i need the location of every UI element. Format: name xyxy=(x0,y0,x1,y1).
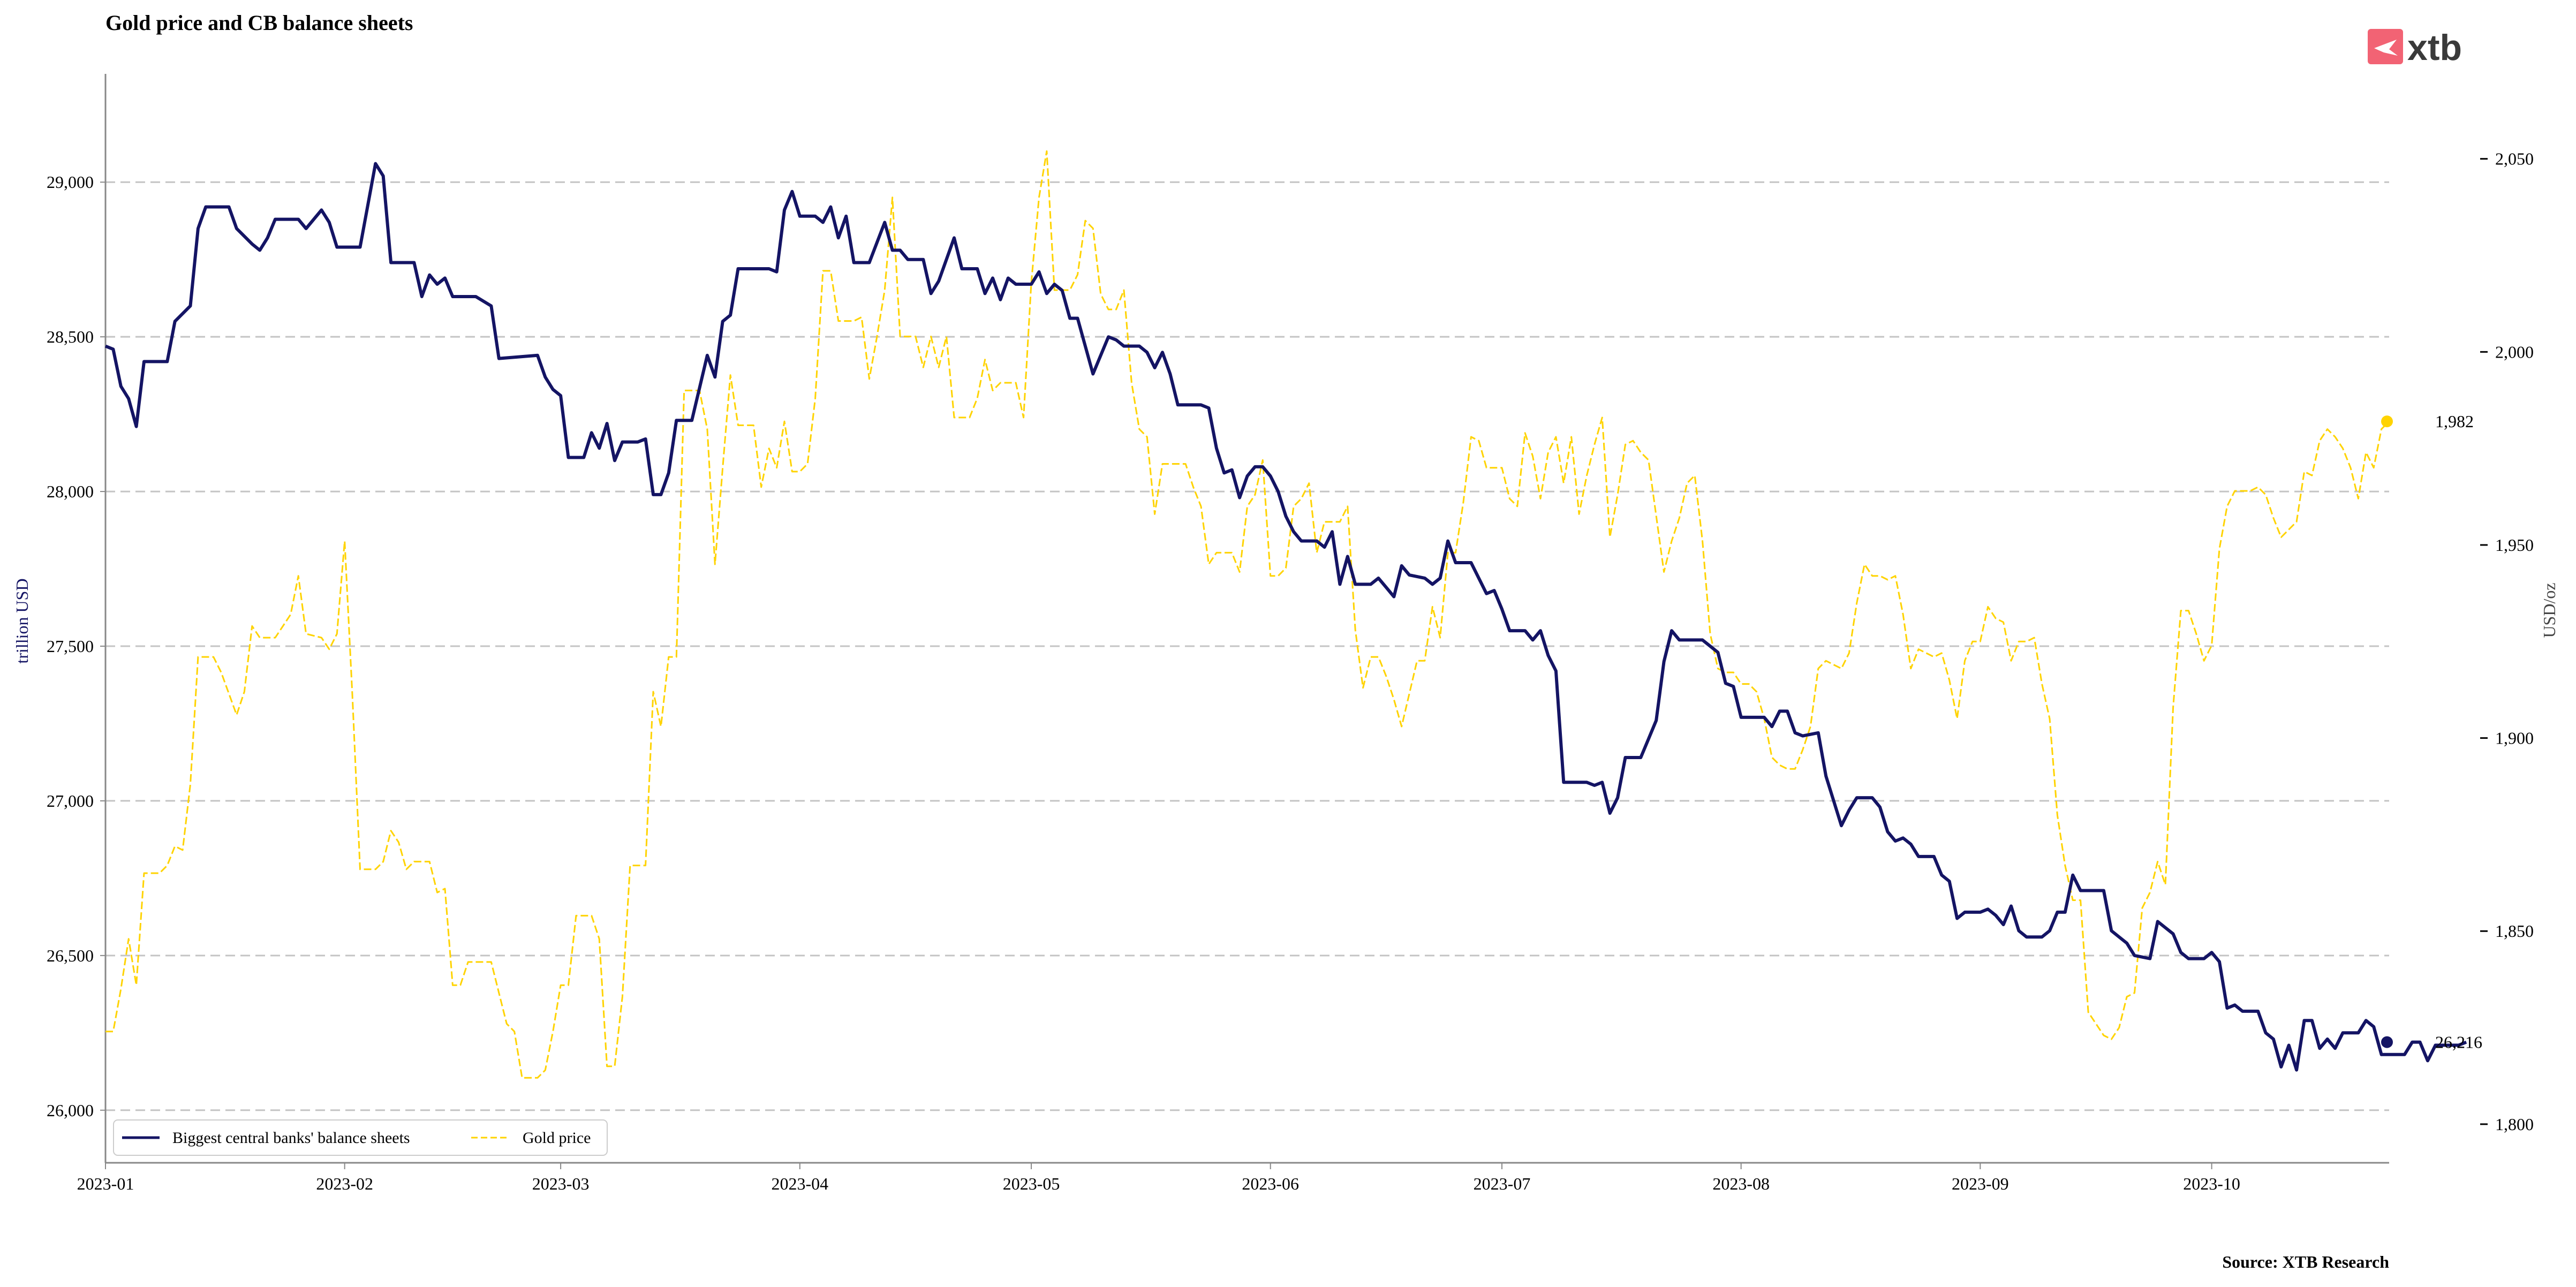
x-tick-label: 2023-06 xyxy=(1242,1174,1299,1193)
left-axis-ticks: 26,000 26,500 27,000 27,500 28,000 28,500 29,0… xyxy=(47,172,105,1120)
left-tick-label: 27,000 xyxy=(47,791,94,811)
right-axis-label: USD/oz xyxy=(2540,582,2559,638)
right-tick-label: 1,950 xyxy=(2495,535,2534,555)
x-tick-label: 2023-08 xyxy=(1712,1174,1770,1193)
series-layer xyxy=(104,150,2467,1079)
source-note: Source: XTB Research xyxy=(2222,1252,2389,1271)
right-tick-label: 2,050 xyxy=(2495,149,2534,169)
x-tick-label: 2023-09 xyxy=(1952,1174,2009,1193)
left-tick-label: 28,500 xyxy=(47,327,94,346)
left-axis-label: trillion USD xyxy=(12,578,32,663)
left-tick-label: 29,000 xyxy=(47,172,94,192)
end-label-gold-price: 1,982 xyxy=(2435,412,2474,431)
x-axis-ticks: 2023-01 2023-02 2023-03 2023-04 2023-05 2023-… xyxy=(77,1163,2240,1193)
legend-box xyxy=(113,1119,608,1156)
right-axis-ticks: 1,800 1,850 1,900 1,950 2,000 2,050 xyxy=(2480,149,2534,1134)
series-line-gold-price xyxy=(105,150,2390,1079)
series-line-balance-sheets xyxy=(104,162,2467,1072)
chart-title: Gold price and CB balance sheets xyxy=(105,11,413,35)
end-point-gold-price xyxy=(2381,415,2393,428)
gridlines xyxy=(105,181,2389,1111)
left-tick-label: 26,000 xyxy=(47,1101,94,1120)
left-tick-label: 28,000 xyxy=(47,482,94,501)
x-tick-label: 2023-04 xyxy=(771,1174,828,1193)
logo-bird-icon xyxy=(2374,40,2398,56)
x-tick-label: 2023-07 xyxy=(1474,1174,1531,1193)
end-label-balance-sheets: 26,216 xyxy=(2435,1033,2482,1052)
right-tick-label: 1,850 xyxy=(2495,921,2534,941)
x-tick-label: 2023-05 xyxy=(1003,1174,1060,1193)
end-point-balance-sheets xyxy=(2381,1036,2393,1048)
x-tick-label: 2023-03 xyxy=(532,1174,590,1193)
x-tick-label: 2023-01 xyxy=(77,1174,134,1193)
x-tick-label: 2023-10 xyxy=(2183,1174,2240,1193)
left-tick-label: 27,500 xyxy=(47,637,94,656)
axes xyxy=(104,74,2389,1164)
end-labels: 1,982 26,216 xyxy=(2381,412,2482,1052)
legend-label-balance-sheets: Biggest central banks' balance sheets xyxy=(172,1129,410,1147)
x-tick-label: 2023-02 xyxy=(316,1174,373,1193)
right-tick-label: 2,000 xyxy=(2495,342,2534,361)
right-tick-label: 1,900 xyxy=(2495,729,2534,748)
right-tick-label: 1,800 xyxy=(2495,1115,2534,1134)
xtb-logo: xtb xyxy=(2368,27,2462,68)
logo-text: xtb xyxy=(2407,27,2462,68)
legend-label-gold-price: Gold price xyxy=(523,1129,591,1147)
left-tick-label: 26,500 xyxy=(47,946,94,965)
legend: Biggest central banks' balance sheets Go… xyxy=(113,1119,608,1156)
